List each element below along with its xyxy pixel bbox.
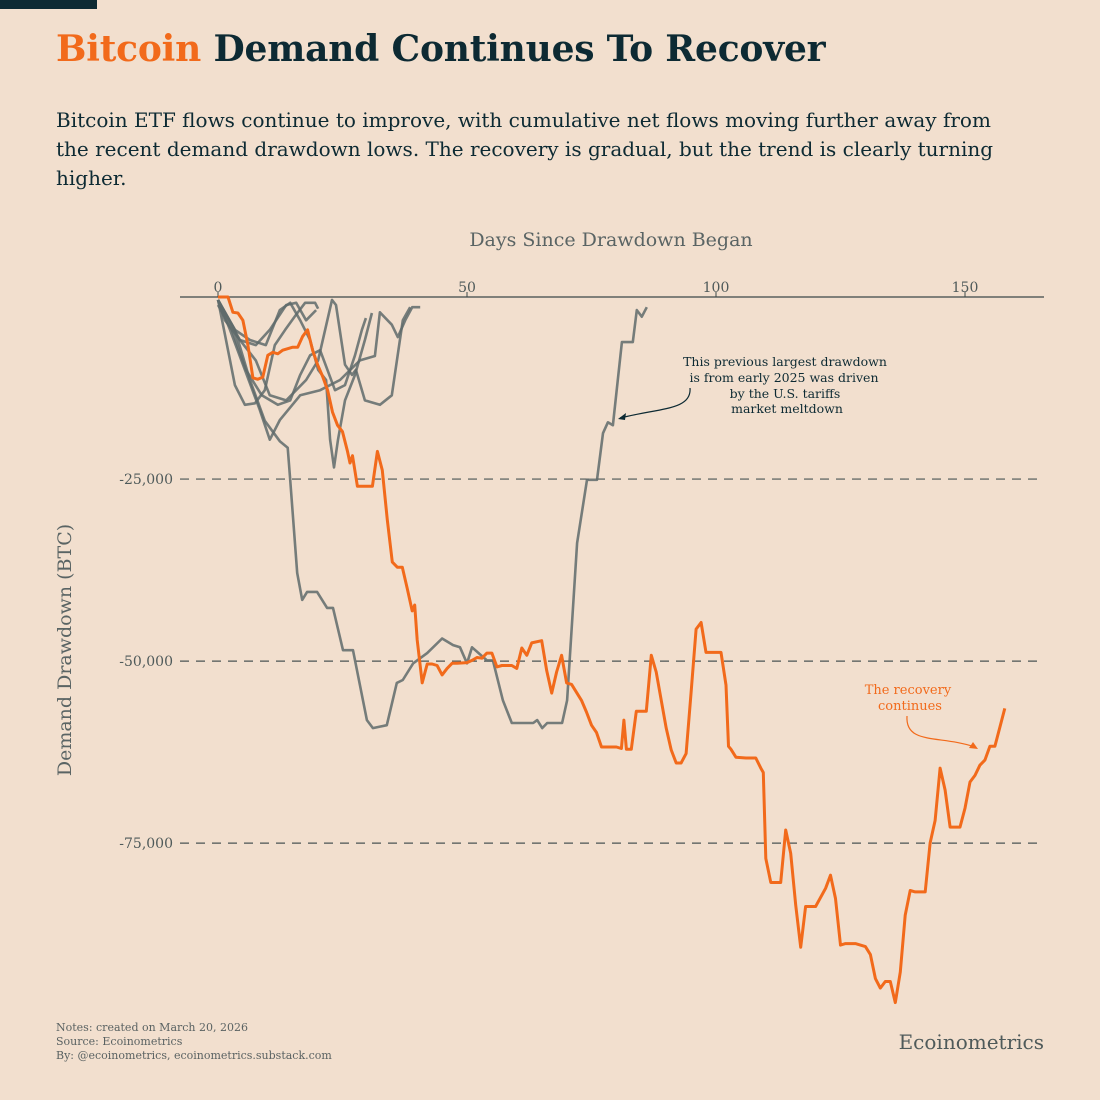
annotation-line: by the U.S. tariffs — [730, 386, 841, 401]
footer-notes: Notes: created on March 20, 2026 Source:… — [56, 1021, 332, 1063]
annotation-line: market meltdown — [731, 401, 843, 416]
series-line-current — [218, 295, 1007, 1005]
series-line-history — [216, 299, 320, 407]
annotation-arrow — [906, 715, 976, 748]
arrowhead-icon — [618, 413, 626, 420]
annotation-line: continues — [878, 699, 942, 714]
brand-logo-text: Ecoinometrics — [898, 1030, 1044, 1054]
x-tick-label: 0 — [214, 280, 223, 296]
y-tick-label: -25,000 — [119, 472, 173, 488]
source-text: Source: Ecoinometrics — [56, 1035, 183, 1048]
series-line-history — [216, 298, 412, 407]
series-line-history — [216, 299, 318, 347]
x-axis-label: Days Since Drawdown Began — [469, 229, 752, 251]
title-rest: Demand Continues To Recover — [213, 28, 826, 70]
svg-text:The recovery continues: The recovery continues — [865, 683, 956, 714]
series-line-history — [216, 299, 374, 469]
annotation-arrow — [619, 387, 691, 419]
x-tick-label: 150 — [952, 280, 979, 296]
series-line-history — [216, 299, 648, 730]
arrowhead-icon — [969, 742, 978, 749]
annotation-line: This previous largest drawdown — [683, 354, 887, 369]
annotation-line: is from early 2025 was driven — [690, 370, 879, 385]
byline-text: By: @ecoinometrics, ecoinometrics.substa… — [56, 1049, 332, 1062]
x-tick-label: 100 — [703, 280, 730, 296]
page-title: Bitcoin Demand Continues To Recover — [56, 28, 826, 70]
y-tick-label: -50,000 — [119, 654, 173, 670]
svg-text:This previous largest drawdown: This previous largest drawdown is from e… — [683, 354, 891, 416]
notes-text: Notes: created on March 20, 2026 — [56, 1021, 248, 1034]
annotation-recovery: The recovery continues — [865, 683, 978, 749]
series-line-history — [216, 304, 368, 407]
annotation-line: The recovery — [865, 683, 952, 698]
x-tick-label: 50 — [458, 280, 476, 296]
y-tick-label: -75,000 — [119, 836, 173, 852]
y-axis-label: Demand Drawdown (BTC) — [54, 524, 76, 776]
top-accent-bar — [0, 0, 97, 9]
title-highlight: Bitcoin — [56, 28, 202, 70]
subtitle: Bitcoin ETF flows continue to improve, w… — [56, 108, 994, 190]
annotation-tariffs: This previous largest drawdown is from e… — [618, 354, 891, 420]
